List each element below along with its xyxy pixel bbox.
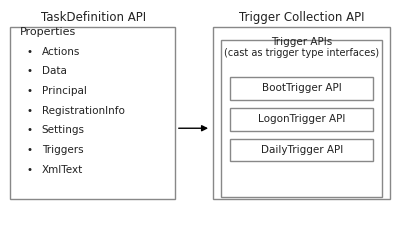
- Bar: [213, 27, 390, 199]
- Text: •: •: [27, 106, 33, 116]
- Text: Trigger Collection API: Trigger Collection API: [239, 11, 365, 24]
- Text: LogonTrigger API: LogonTrigger API: [258, 114, 345, 124]
- Text: •: •: [27, 145, 33, 155]
- Text: RegistrationInfo: RegistrationInfo: [42, 106, 125, 116]
- Text: Actions: Actions: [42, 46, 80, 57]
- Text: TaskDefinition API: TaskDefinition API: [41, 11, 146, 24]
- Text: (cast as trigger type interfaces): (cast as trigger type interfaces): [224, 48, 379, 58]
- Bar: [10, 27, 175, 199]
- Text: XmlText: XmlText: [42, 165, 83, 175]
- Text: DailyTrigger API: DailyTrigger API: [261, 145, 343, 155]
- Text: Trigger APIs: Trigger APIs: [271, 37, 332, 47]
- Text: •: •: [27, 165, 33, 175]
- Bar: [230, 77, 373, 100]
- Text: BootTrigger API: BootTrigger API: [262, 83, 341, 93]
- Bar: [230, 139, 373, 161]
- Bar: [230, 108, 373, 131]
- Text: Principal: Principal: [42, 86, 87, 96]
- Bar: [221, 40, 382, 197]
- Text: Triggers: Triggers: [42, 145, 84, 155]
- Text: •: •: [27, 125, 33, 135]
- Text: •: •: [27, 66, 33, 76]
- Text: •: •: [27, 46, 33, 57]
- Text: Properties: Properties: [20, 27, 76, 37]
- Text: Data: Data: [42, 66, 66, 76]
- Text: Settings: Settings: [42, 125, 85, 135]
- Text: •: •: [27, 86, 33, 96]
